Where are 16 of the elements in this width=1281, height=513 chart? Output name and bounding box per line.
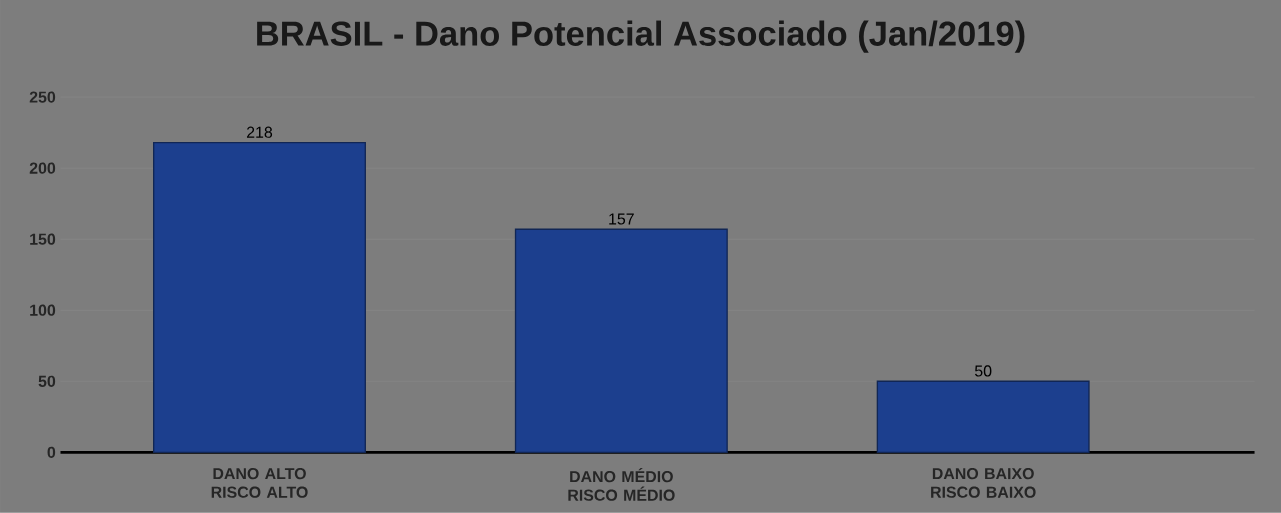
bar: [876, 380, 1090, 454]
y-tick-label: 150: [30, 233, 56, 245]
x-tick-label: DANO MÉDIO RISCO MÉDIO: [568, 468, 675, 501]
y-tick-label: 0: [47, 446, 56, 459]
y-tick-label: 50: [38, 375, 56, 388]
data-label: 218: [246, 126, 273, 138]
y-tick-label: 200: [29, 162, 56, 174]
x-tick-label: DANO BAIXO RISCO BAIXO: [931, 468, 1036, 498]
chart-title: BRASIL - Dano Potencial Associado (Jan/2019): [257, 20, 1025, 53]
bar: [514, 228, 728, 454]
data-label: 157: [609, 213, 634, 225]
y-tick-label: 250: [29, 91, 56, 103]
bar: [153, 142, 366, 454]
x-tick-label: DANO ALTO RISCO ALTO: [211, 468, 308, 498]
data-label: 50: [974, 365, 992, 377]
y-tick-label: 100: [30, 304, 56, 316]
